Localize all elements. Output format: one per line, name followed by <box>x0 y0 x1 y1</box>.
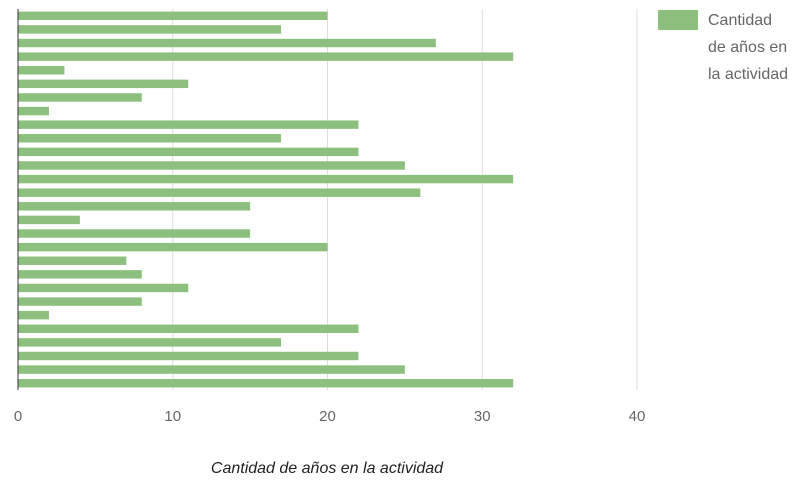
bar <box>18 66 65 75</box>
bar <box>18 283 189 293</box>
bar <box>18 188 421 197</box>
bar <box>18 120 359 129</box>
bar <box>18 202 251 211</box>
bar <box>18 310 49 320</box>
bar <box>18 93 142 102</box>
bar <box>18 38 436 48</box>
bar <box>18 134 282 143</box>
x-tick-label: 0 <box>14 408 22 425</box>
bar <box>18 242 328 252</box>
x-axis-title: Cantidad de años en la actividad <box>211 460 444 477</box>
x-tick-label: 40 <box>629 408 646 425</box>
bar <box>18 351 359 361</box>
x-tick-label: 10 <box>164 408 181 425</box>
bar <box>18 161 405 170</box>
bar <box>18 174 514 184</box>
bar <box>18 215 80 225</box>
legend: Cantidad de años en la actividad <box>658 10 788 83</box>
bar <box>18 106 49 116</box>
x-tick-label: 20 <box>319 408 336 425</box>
legend-label-line-2: de años en <box>708 39 787 56</box>
bar <box>18 378 514 388</box>
bar <box>18 229 251 238</box>
bar <box>18 297 142 306</box>
bar <box>18 25 282 34</box>
bar <box>18 365 405 374</box>
legend-label-line-3: la actividad <box>708 66 788 83</box>
x-axis-ticks: 0 10 20 30 40 <box>14 408 646 425</box>
bar <box>18 338 282 347</box>
legend-label-line-1: Cantidad <box>708 12 772 29</box>
bar <box>18 147 359 157</box>
x-tick-label: 30 <box>474 408 491 425</box>
bar <box>18 11 328 21</box>
bar <box>18 270 142 279</box>
bars <box>18 11 514 388</box>
bar <box>18 256 127 265</box>
legend-swatch <box>658 10 698 30</box>
bar <box>18 52 514 61</box>
bar <box>18 79 189 89</box>
bar <box>18 324 359 333</box>
